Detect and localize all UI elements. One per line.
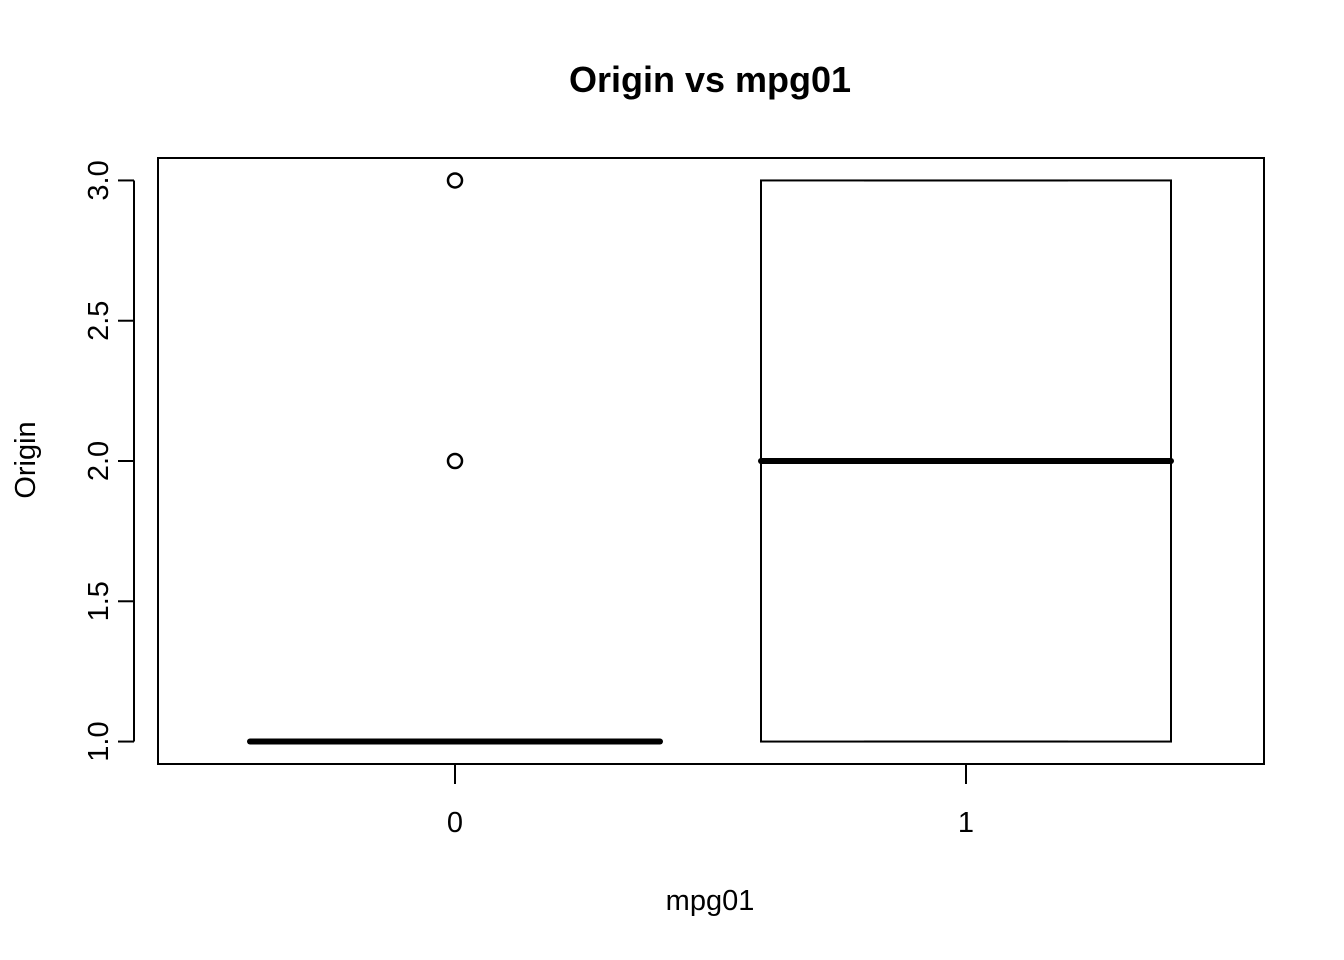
x-tick-label: 0 [447, 807, 463, 839]
plot-frame [157, 157, 1265, 765]
y-tick-label: 3.0 [83, 160, 115, 200]
y-tick-label: 1.0 [83, 721, 115, 761]
plot-marks: 1.0 1.5 2.0 2.5 3.0 0 1 [83, 160, 1174, 839]
y-axis-label: Origin [10, 421, 42, 498]
chart-title: Origin vs mpg01 [569, 59, 851, 100]
x-axis-label: mpg01 [666, 885, 755, 917]
y-tick-label: 1.5 [83, 581, 115, 621]
y-tick-label: 2.5 [83, 301, 115, 341]
outlier-point [446, 172, 464, 189]
y-tick-label: 2.0 [83, 441, 115, 481]
outlier-point [446, 452, 464, 470]
x-tick-label: 1 [958, 807, 974, 839]
